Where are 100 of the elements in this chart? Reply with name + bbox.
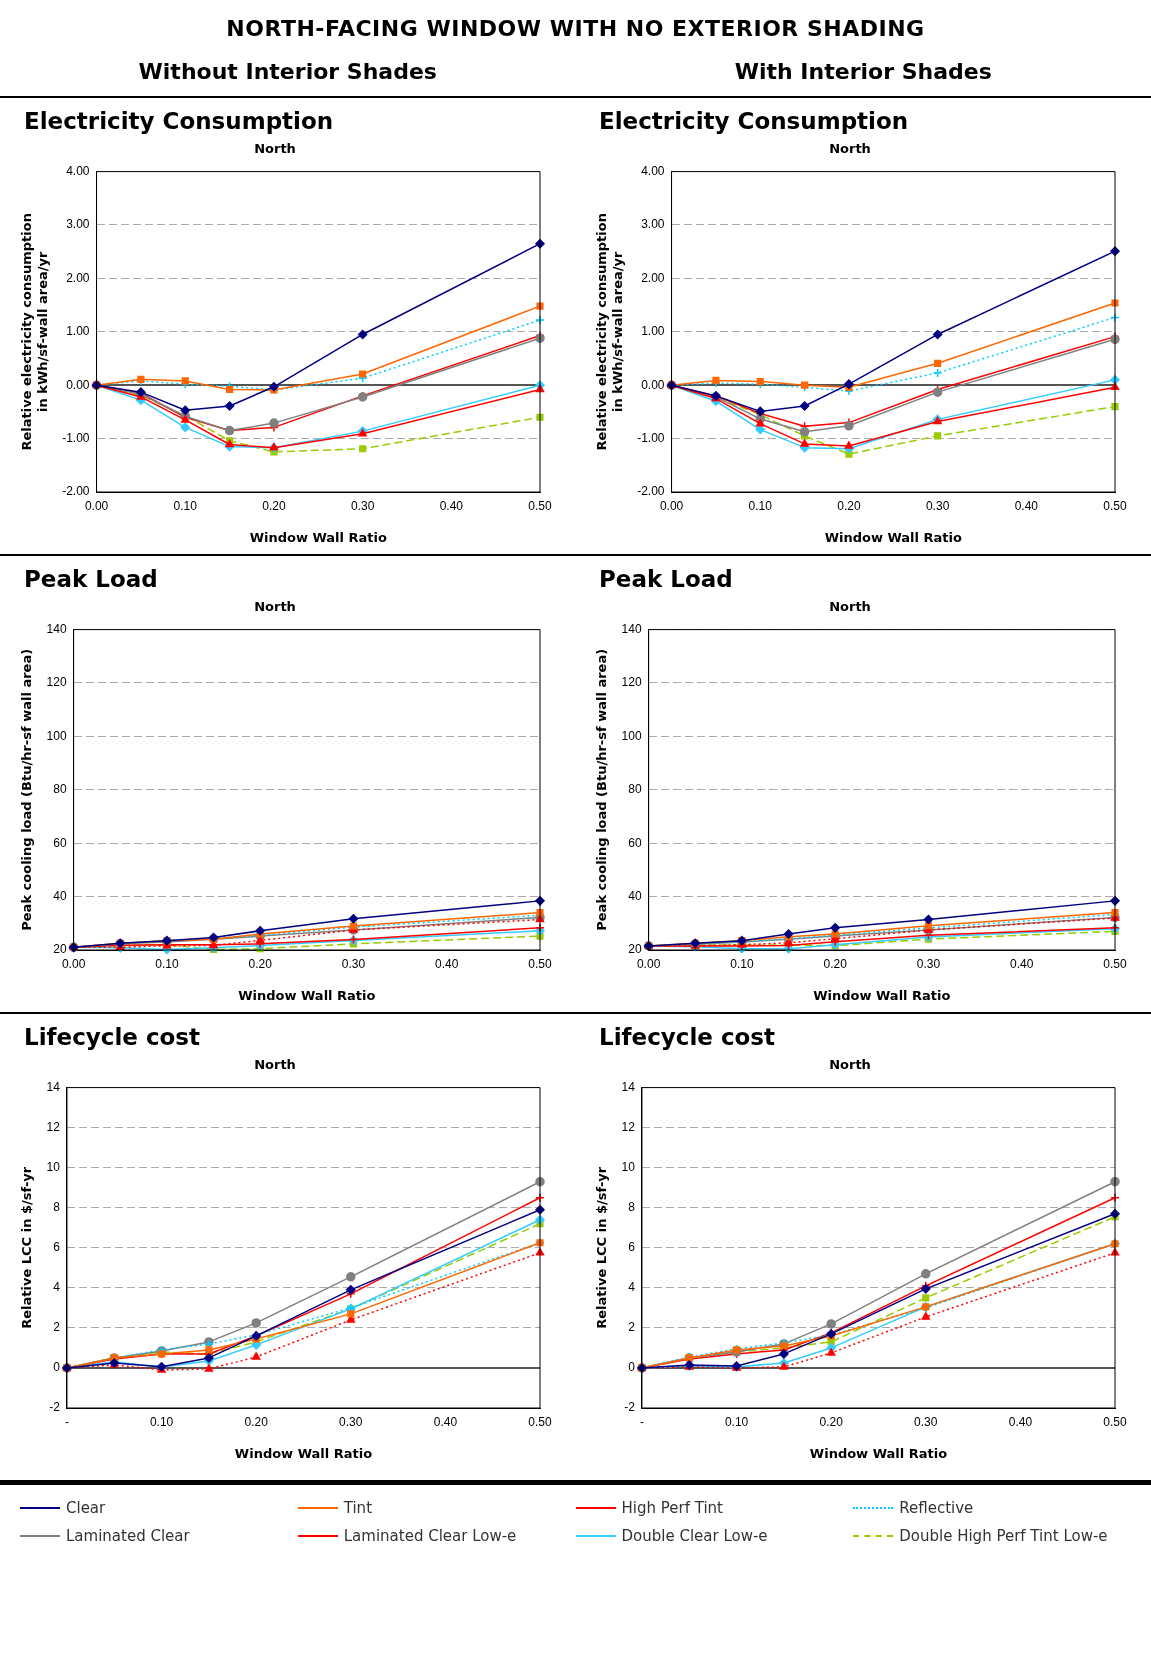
y-tick-label: 8 [53,1200,61,1215]
y-tick-label: 80 [53,782,67,797]
x-tick-label: 0.40 [435,956,459,971]
x-tick-label: 0.50 [528,956,552,971]
y-tick-label: 20 [628,942,642,957]
x-tick-label: 0.50 [1103,956,1127,971]
y-tick-label: 4.00 [641,163,665,178]
y-tick-label: -2 [624,1400,636,1415]
x-tick-label: 0.10 [724,1414,749,1429]
y-tick-label: 6 [53,1240,61,1255]
chart-title: Peak Load [24,566,159,592]
x-axis-title: Window Wall Ratio [238,987,376,1003]
chart-title: Lifecycle cost [24,1024,201,1050]
text: Without Interior Shades [137,58,438,86]
x-tick-label: 0.10 [173,498,198,513]
y-tick-label: 100 [621,728,642,743]
x-tick-label: 0.30 [341,956,366,971]
y-tick-label: 120 [46,675,67,690]
y-tick-label: 140 [46,621,67,636]
y-tick-label: 8 [628,1200,636,1215]
y-tick-label: 2.00 [66,270,90,285]
y-axis-title: Relative electricity consumption in kWh/sf-wall area/yr [594,213,625,451]
y-tick-label: 2 [628,1320,636,1335]
y-tick-label: 14 [621,1079,636,1094]
y-tick-label: 3.00 [641,217,665,232]
x-axis-title: Window Wall Ratio [824,529,962,545]
x-tick-label: 0.20 [248,956,273,971]
chart-title: Lifecycle cost [599,1024,776,1050]
y-tick-label: 100 [46,728,67,743]
y-tick-label: -2.00 [637,484,665,499]
x-tick-label: 0.40 [1010,956,1034,971]
chart-title: Electricity Consumption [24,108,335,134]
x-tick-label: 0.40 [433,1414,458,1429]
y-tick-label: 140 [621,621,642,636]
y-tick-label: 2 [53,1320,61,1335]
y-tick-label: 6 [628,1240,636,1255]
text: NORTH-FACING WINDOW WITH NO EXTERIOR SHADING [225,15,926,43]
y-tick-label: 12 [621,1119,636,1134]
x-tick-label: - [64,1414,69,1429]
x-tick-label: 0.20 [244,1414,269,1429]
legend-label: Double High Perf Tint Low-e [899,1527,1108,1545]
y-tick-label: 12 [46,1119,61,1134]
y-tick-label: 4 [53,1280,61,1295]
y-tick-label: 10 [621,1160,636,1175]
x-tick-label: 0.50 [528,1414,552,1429]
x-tick-label: 0.20 [262,498,286,513]
y-tick-label: 80 [628,782,642,797]
x-tick-label: 0.10 [730,956,754,971]
x-tick-label: 0.40 [1014,498,1039,513]
legend-label: High Perf Tint [621,1499,723,1517]
x-tick-label: 0.30 [925,498,950,513]
y-tick-label: 14 [46,1079,61,1094]
chart-subtitle: North [254,141,296,157]
x-tick-label: 0.30 [916,956,941,971]
x-axis-title: Window Wall Ratio [809,1445,948,1461]
legend-label: Double Clear Low-e [621,1527,768,1545]
y-axis-title: Peak cooling load (Btu/hr-sf wall area) [594,648,610,931]
x-axis-title: Window Wall Ratio [234,1445,373,1461]
x-tick-label: - [639,1414,644,1429]
chart-subtitle: North [829,1057,871,1073]
x-tick-label: 0.20 [823,956,848,971]
y-tick-label: 10 [46,1160,61,1175]
y-axis-title: Relative LCC in $/sf-yr [594,1166,610,1329]
y-tick-label: 4.00 [66,163,90,178]
y-tick-label: 60 [628,835,642,850]
y-tick-label: -1.00 [637,430,665,445]
y-axis-title: Peak cooling load (Btu/hr-sf wall area) [19,648,35,931]
y-tick-label: 0 [628,1360,636,1375]
y-tick-label: 20 [53,942,67,957]
y-tick-label: 40 [53,888,67,903]
x-tick-label: 0.40 [439,498,464,513]
x-tick-label: 0.10 [149,1414,174,1429]
y-tick-label: 1.00 [641,324,665,339]
x-tick-label: 0.20 [837,498,861,513]
chart-subtitle: North [254,599,296,615]
legend-label: Clear [66,1499,106,1517]
y-axis-title: Relative LCC in $/sf-yr [19,1166,35,1329]
x-tick-label: 0.30 [350,498,375,513]
x-axis-title: Window Wall Ratio [813,987,951,1003]
y-tick-label: 0 [53,1360,61,1375]
y-tick-label: 0.00 [641,377,665,392]
text: With Interior Shades [733,58,993,86]
chart-subtitle: North [254,1057,296,1073]
y-tick-label: -2.00 [62,484,90,499]
x-tick-label: 0.00 [84,498,109,513]
y-tick-label: 3.00 [66,217,90,232]
x-tick-label: 0.30 [914,1414,938,1429]
x-axis-title: Window Wall Ratio [249,529,387,545]
x-tick-label: 0.50 [1103,1414,1127,1429]
x-tick-label: 0.50 [528,498,552,513]
legend-label: Laminated Clear Low-e [343,1527,517,1545]
y-tick-label: 60 [53,835,67,850]
x-tick-label: 0.30 [339,1414,363,1429]
y-tick-label: 120 [621,675,642,690]
y-tick-label: 40 [628,888,642,903]
y-tick-label: 1.00 [66,324,90,339]
legend-label: Tint [343,1499,373,1517]
legend-label: Laminated Clear [66,1527,190,1545]
x-tick-label: 0.10 [748,498,773,513]
y-tick-label: 0.00 [66,377,90,392]
